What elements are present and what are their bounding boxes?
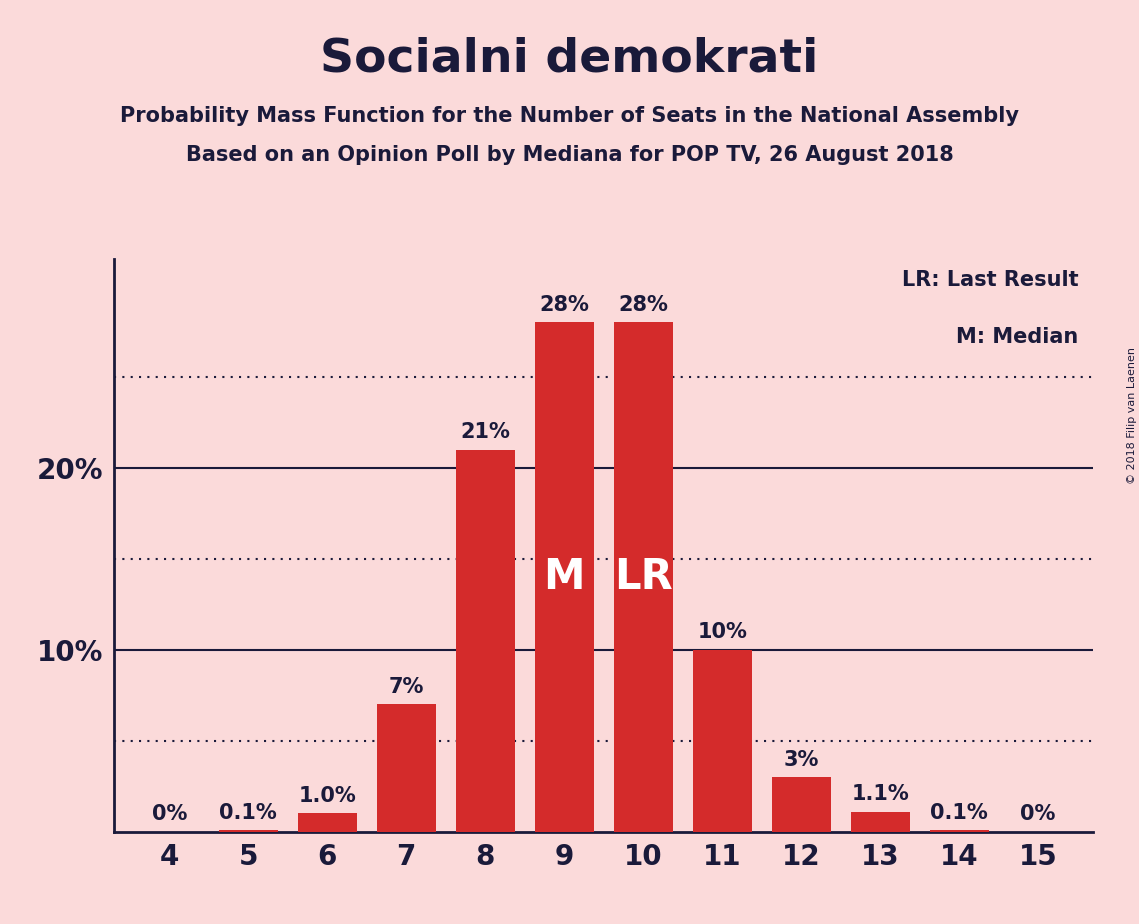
Bar: [534, 322, 593, 832]
Bar: [771, 777, 830, 832]
Text: 28%: 28%: [618, 295, 669, 315]
Text: © 2018 Filip van Laenen: © 2018 Filip van Laenen: [1126, 347, 1137, 484]
Text: 10%: 10%: [697, 623, 747, 642]
Text: 21%: 21%: [460, 422, 510, 443]
Text: 0%: 0%: [1021, 804, 1056, 824]
Text: 1.1%: 1.1%: [851, 784, 909, 804]
Bar: [929, 830, 989, 832]
Text: Socialni demokrati: Socialni demokrati: [320, 37, 819, 82]
Text: Based on an Opinion Poll by Mediana for POP TV, 26 August 2018: Based on an Opinion Poll by Mediana for …: [186, 145, 953, 165]
Text: LR: LR: [614, 556, 672, 598]
Text: 0.1%: 0.1%: [220, 803, 277, 822]
Bar: [851, 811, 910, 832]
Text: 1.0%: 1.0%: [298, 786, 357, 806]
Bar: [456, 450, 515, 832]
Text: 0%: 0%: [151, 804, 187, 824]
Text: LR: Last Result: LR: Last Result: [902, 270, 1079, 290]
Bar: [614, 322, 673, 832]
Bar: [693, 650, 752, 832]
Bar: [219, 830, 278, 832]
Bar: [297, 813, 357, 832]
Text: 3%: 3%: [784, 749, 819, 770]
Text: 28%: 28%: [539, 295, 589, 315]
Text: Probability Mass Function for the Number of Seats in the National Assembly: Probability Mass Function for the Number…: [120, 106, 1019, 127]
Bar: [377, 704, 436, 832]
Text: M: M: [543, 556, 585, 598]
Text: 7%: 7%: [388, 677, 424, 697]
Text: 0.1%: 0.1%: [931, 803, 988, 822]
Text: M: Median: M: Median: [957, 327, 1079, 347]
